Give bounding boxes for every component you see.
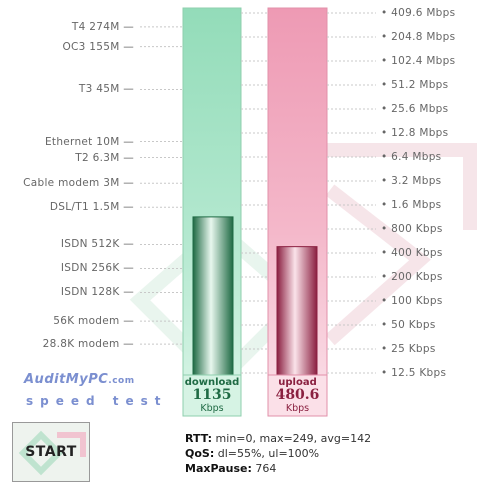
logo-name: AuditMyPC [24,372,109,387]
left-scale-label: ISDN 512K — [60,238,134,251]
download-speed-bar [192,216,234,376]
download-label: download [184,377,240,388]
left-scale-label: OC3 155M — [62,40,134,53]
left-scale-label: 28.8K modem — [42,338,134,351]
maxpause-value: 764 [251,462,277,475]
right-scale-label: • 100 Kbps [381,295,443,307]
upload-label: upload [278,377,317,388]
left-scale-label: T2 6.3M — [75,151,134,164]
maxpause-label: MaxPause: [185,462,252,475]
download-readout-box [182,374,242,417]
left-scale-label: T4 274M — [71,20,134,33]
upload-readout: upload 480.6 Kbps [268,377,327,414]
right-scale-label: • 204.8 Mbps [381,31,456,43]
logo-domain: .com [108,376,135,386]
download-unit: Kbps [200,403,224,414]
right-scale-label: • 12.8 Mbps [381,127,449,139]
stats-maxpause: MaxPause: 764 [185,461,276,476]
right-scale-label: • 1.6 Mbps [381,199,442,211]
right-scale-label: • 3.2 Mbps [381,175,442,187]
left-scale-label: 56K modem — [53,315,134,328]
rtt-value: min=0, max=249, avg=142 [212,432,372,445]
upload-readout-box [267,374,328,417]
upload-speed-bar [276,246,318,376]
upload-value: 480.6 [275,387,320,403]
download-readout: download 1135 Kbps [183,377,241,414]
right-scale-label: • 400 Kbps [381,247,443,259]
right-scale-label: • 800 Kbps [381,223,443,235]
left-scale-label: T3 45M — [78,83,134,96]
left-scale-label: Ethernet 10M — [44,135,134,148]
left-scale-label: DSL/T1 1.5M — [49,201,134,214]
right-scale-label: • 25 Kbps [381,343,436,355]
logo-tagline: speed test [26,394,168,408]
right-scale-label: • 6.4 Mbps [381,151,442,163]
qos-value: dl=55%, ul=100% [214,447,320,460]
download-value: 1135 [192,387,232,403]
right-scale-label: • 12.5 Kbps [381,367,447,379]
auditmypc-logo: AuditMyPC.com [24,372,135,387]
right-scale-label: • 409.6 Mbps [381,7,456,19]
right-scale-label: • 50 Kbps [381,319,436,331]
qos-label: QoS: [185,447,215,460]
left-scale-label: ISDN 256K — [60,262,134,275]
right-scale-label: • 102.4 Mbps [381,55,456,67]
stats-qos: QoS: dl=55%, ul=100% [185,446,319,461]
start-button-chevron-icon [18,430,86,476]
stats-rtt: RTT: min=0, max=249, avg=142 [185,431,371,446]
rtt-label: RTT: [185,432,213,445]
right-scale-label: • 25.6 Mbps [381,103,449,115]
start-button-label: START [25,444,77,460]
start-button[interactable]: START [12,422,90,482]
right-scale-label: • 51.2 Mbps [381,79,449,91]
left-scale-label: Cable modem 3M — [23,177,134,190]
right-scale-label: • 200 Kbps [381,271,443,283]
upload-unit: Kbps [285,403,310,414]
left-scale-label: ISDN 128K — [60,286,134,299]
